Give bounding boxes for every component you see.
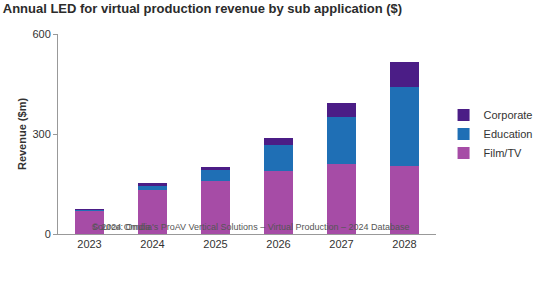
svg-text:600: 600 (32, 28, 50, 40)
svg-text:© 2024 Omdia: © 2024 Omdia (92, 222, 150, 232)
svg-text:Revenue ($m): Revenue ($m) (16, 98, 28, 170)
svg-text:2023: 2023 (77, 238, 101, 250)
svg-text:2027: 2027 (329, 238, 353, 250)
svg-text:2024: 2024 (140, 238, 164, 250)
svg-text:2025: 2025 (203, 238, 227, 250)
svg-text:Corporate: Corporate (484, 109, 533, 121)
svg-text:Film/TV: Film/TV (484, 147, 523, 159)
svg-text:Annual LED for virtual product: Annual LED for virtual production revenu… (3, 1, 402, 16)
svg-text:300: 300 (32, 128, 50, 140)
svg-text:0: 0 (45, 228, 51, 240)
svg-text:Source: Omdia's ProAV Vertical: Source: Omdia's ProAV Vertical Solutions… (92, 222, 410, 232)
svg-text:2028: 2028 (392, 238, 416, 250)
svg-text:2026: 2026 (266, 238, 290, 250)
svg-text:Education: Education (484, 128, 533, 140)
